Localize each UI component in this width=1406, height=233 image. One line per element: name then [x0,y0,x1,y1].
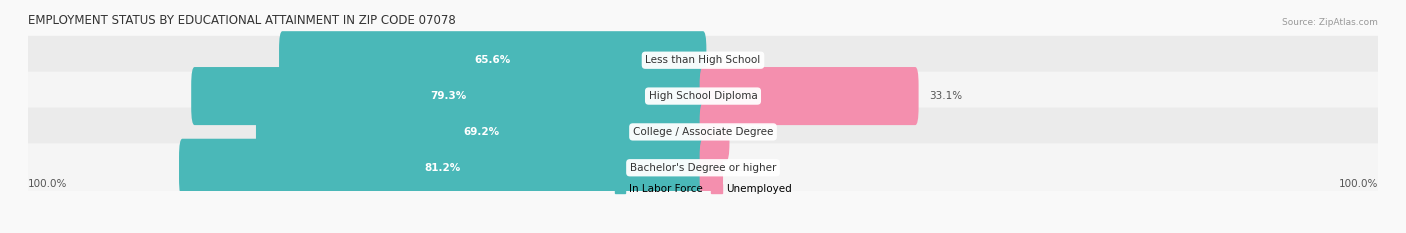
Text: 3.6%: 3.6% [740,127,766,137]
Text: Source: ZipAtlas.com: Source: ZipAtlas.com [1282,18,1378,27]
FancyBboxPatch shape [256,103,706,161]
Text: 65.6%: 65.6% [475,55,510,65]
Text: 100.0%: 100.0% [28,179,67,189]
Text: High School Diploma: High School Diploma [648,91,758,101]
Text: 33.1%: 33.1% [929,91,962,101]
Text: 100.0%: 100.0% [1339,179,1378,189]
Text: Bachelor's Degree or higher: Bachelor's Degree or higher [630,163,776,173]
FancyBboxPatch shape [27,72,1379,120]
FancyBboxPatch shape [700,67,918,125]
Text: 0.0%: 0.0% [717,55,742,65]
Legend: In Labor Force, Unemployed: In Labor Force, Unemployed [614,184,792,194]
FancyBboxPatch shape [700,103,730,161]
FancyBboxPatch shape [191,67,706,125]
FancyBboxPatch shape [179,139,706,197]
FancyBboxPatch shape [27,108,1379,156]
FancyBboxPatch shape [27,143,1379,192]
FancyBboxPatch shape [27,36,1379,85]
Text: 81.2%: 81.2% [425,163,461,173]
FancyBboxPatch shape [278,31,706,89]
FancyBboxPatch shape [700,139,723,197]
Text: College / Associate Degree: College / Associate Degree [633,127,773,137]
Text: Less than High School: Less than High School [645,55,761,65]
Text: EMPLOYMENT STATUS BY EDUCATIONAL ATTAINMENT IN ZIP CODE 07078: EMPLOYMENT STATUS BY EDUCATIONAL ATTAINM… [28,14,456,27]
Text: 2.6%: 2.6% [733,163,759,173]
Text: 79.3%: 79.3% [430,91,467,101]
Text: 69.2%: 69.2% [463,127,499,137]
